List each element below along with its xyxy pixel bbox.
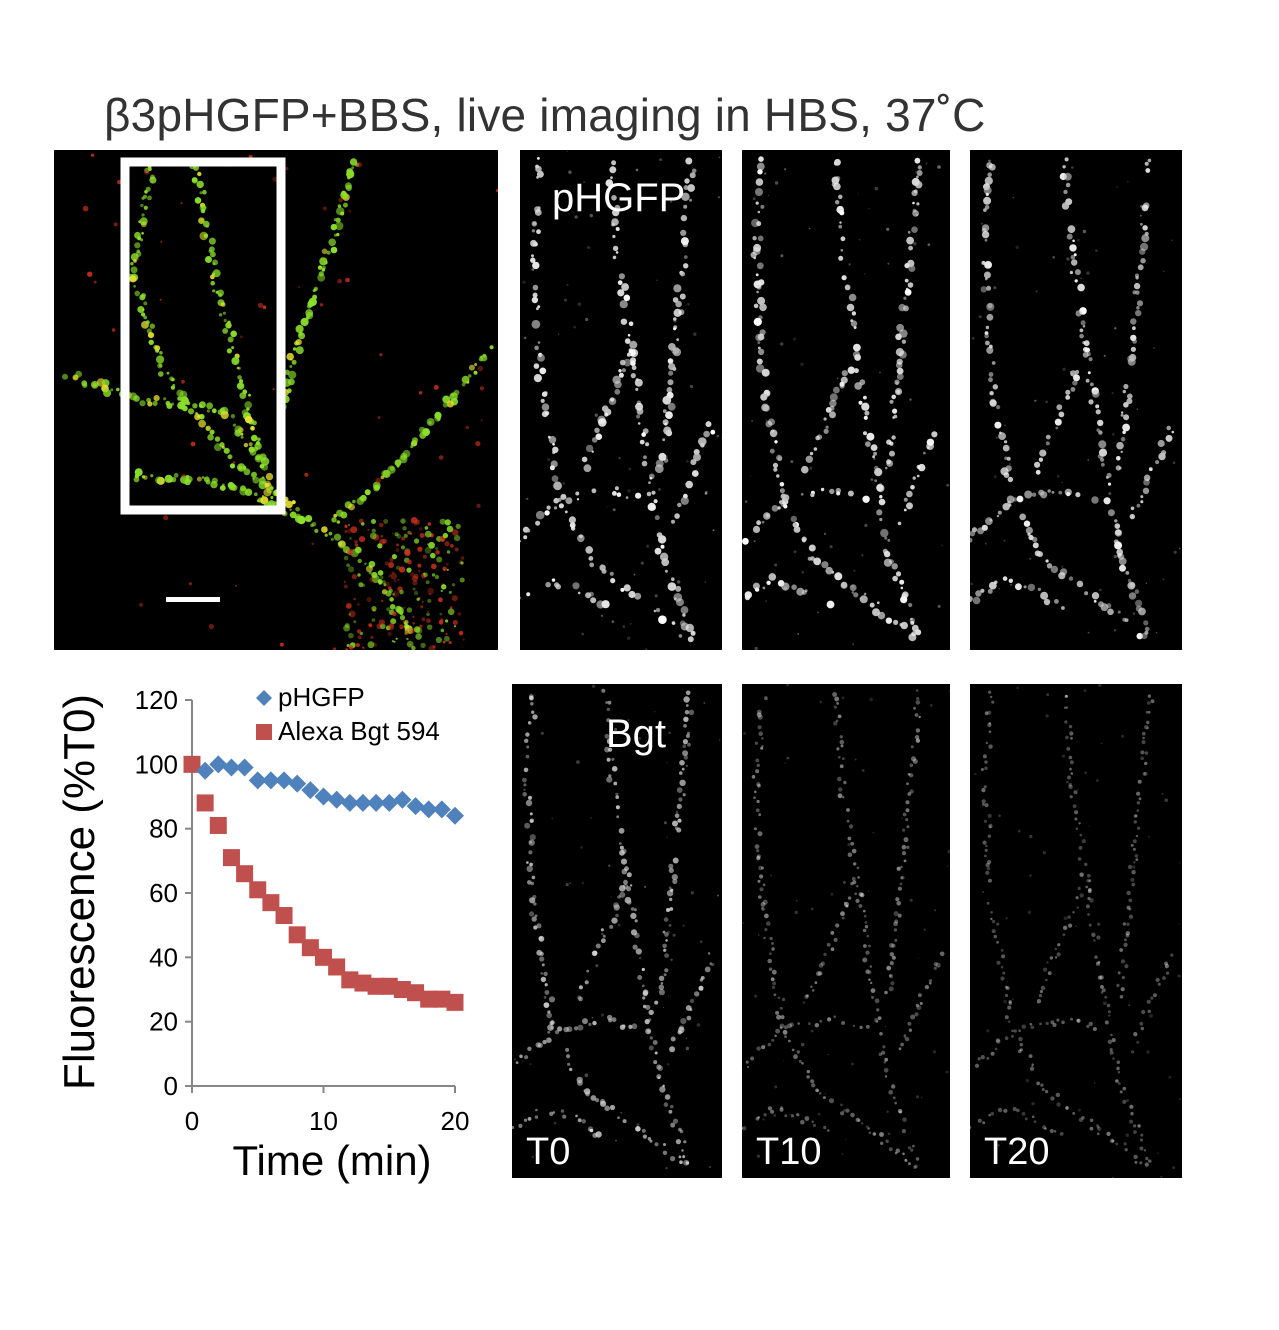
- x-axis-label: Time (min): [232, 1137, 431, 1184]
- time-label-t10: T10: [756, 1131, 822, 1173]
- phgfp-label: pHGFP: [552, 176, 686, 220]
- x-tick-label: 20: [441, 1106, 470, 1136]
- phgfp-data-point: [327, 790, 346, 809]
- bgt-data-point: [315, 948, 332, 966]
- phgfp-panel-t20: [970, 150, 1182, 650]
- y-tick-label: 0: [164, 1071, 178, 1101]
- bgt-data-point: [288, 926, 306, 944]
- phgfp-data-point: [419, 800, 438, 819]
- scale-bar: [166, 597, 220, 602]
- bgt-data-point: [354, 974, 372, 992]
- bgt-data-point: [275, 907, 293, 925]
- overlay-image: [62, 153, 498, 650]
- phgfp-data-point: [446, 806, 464, 825]
- phgfp-data-point: [261, 771, 280, 790]
- phgfp-panel-t0: pHGFP: [520, 150, 722, 650]
- bgt-data-point: [249, 881, 267, 899]
- phgfp-data-point: [235, 758, 254, 777]
- bgt-data-point: [446, 993, 464, 1011]
- time-label-t0: T0: [526, 1131, 571, 1173]
- phgfp-data-point: [432, 800, 451, 819]
- phgfp-data-point: [367, 793, 386, 812]
- phgfp-data-point: [301, 781, 320, 800]
- bgt-data-point: [209, 816, 227, 834]
- y-tick-label: 80: [149, 814, 178, 844]
- phgfp-data-point: [380, 793, 399, 812]
- bgt-image-t20: [970, 684, 1182, 1178]
- bgt-panel-t10: T10: [742, 684, 950, 1178]
- fluorescence-chart: Fluorescence (%T0) Time (min) 0 20 40 60 80 1…: [55, 682, 470, 1184]
- bgt-panel-t0: Bgt T0: [512, 684, 722, 1178]
- bgt-label: Bgt: [606, 712, 667, 756]
- phgfp-data-point: [406, 797, 425, 816]
- roi-box: [120, 157, 286, 515]
- y-tick-label: 20: [149, 1007, 178, 1037]
- overlay-panel: [54, 150, 498, 650]
- phgfp-panel-t10: [742, 150, 950, 650]
- phgfp-image-t20: [970, 157, 1181, 640]
- bgt-data-point: [236, 865, 254, 883]
- phgfp-data-point: [393, 790, 412, 809]
- legend-bgt-marker: [256, 724, 272, 740]
- phgfp-data-point: [353, 793, 372, 812]
- bgt-data-point: [433, 990, 451, 1008]
- legend-phgfp-marker: [256, 690, 272, 706]
- bgt-data-point: [367, 977, 385, 995]
- phgfp-data-point: [222, 758, 241, 777]
- x-tick-label: 10: [309, 1106, 338, 1136]
- phgfp-data-point: [288, 774, 307, 793]
- bgt-data-point: [262, 894, 280, 912]
- bgt-image-t0: [512, 684, 721, 1170]
- y-tick-label: 100: [135, 749, 178, 779]
- phgfp-data-point: [314, 787, 333, 806]
- legend-label: pHGFP: [278, 682, 365, 712]
- bgt-data-point: [341, 971, 359, 989]
- y-tick-label: 60: [149, 878, 178, 908]
- y-tick-label: 40: [149, 942, 178, 972]
- phgfp-image-t0: [520, 150, 722, 650]
- bgt-data-point: [328, 958, 346, 976]
- bgt-data-point: [183, 755, 201, 773]
- time-label-t20: T20: [984, 1131, 1050, 1173]
- y-axis-label: Fluorescence (%T0): [55, 694, 104, 1090]
- phgfp-data-point: [196, 761, 215, 780]
- phgfp-data-point: [248, 771, 267, 790]
- phgfp-data-point: [275, 771, 294, 790]
- bgt-panel-t20: T20: [970, 684, 1182, 1178]
- legend-label: Alexa Bgt 594: [278, 716, 440, 746]
- bgt-data-point: [196, 794, 214, 812]
- phgfp-data-point: [209, 755, 228, 774]
- bgt-data-point: [393, 981, 411, 998]
- y-tick-label: 120: [135, 685, 178, 715]
- bgt-data-point: [301, 939, 319, 957]
- bgt-data-point: [222, 849, 240, 867]
- x-tick-label: 0: [185, 1106, 199, 1136]
- bgt-data-point: [380, 977, 398, 995]
- figure-title: β3pHGFP+BBS, live imaging in HBS, 37˚C: [104, 89, 986, 141]
- bgt-data-point: [420, 990, 438, 1008]
- phgfp-image-t10: [742, 156, 949, 650]
- phgfp-data-point: [340, 793, 359, 812]
- bgt-image-t10: [742, 684, 950, 1169]
- bgt-data-point: [407, 984, 425, 1002]
